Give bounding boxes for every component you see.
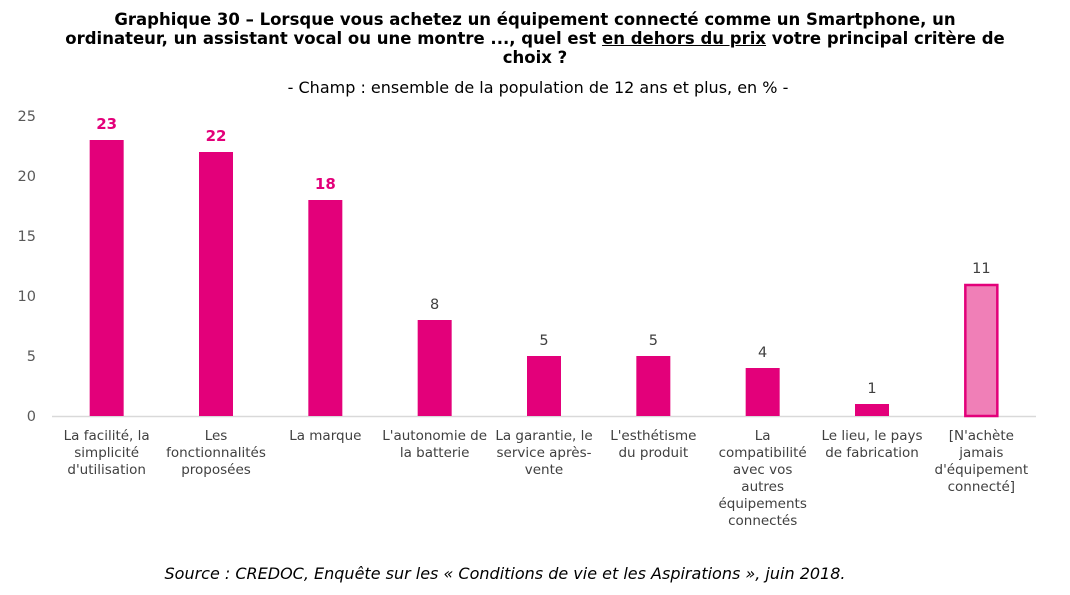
x-tick-label-line: vente [524,462,564,478]
x-tick-label-line: d'utilisation [67,462,146,478]
x-tick-label-line: L'autonomie de [382,428,488,444]
x-tick-label-line: compatibilité [718,445,807,461]
y-tick-label: 15 [18,229,36,245]
chart-subtitle: - Champ : ensemble de la population de 1… [0,78,1070,97]
x-tick-label-line: fonctionnalités [166,445,266,461]
title-line-2a: ordinateur, un assistant vocal ou une mo… [65,29,603,48]
x-tick-label-line: simplicité [74,445,140,461]
x-tick-label-line: [N'achète [948,428,1014,444]
data-label: 8 [430,297,439,313]
title-underlined: en dehors du prix [602,29,767,48]
bar [855,404,889,416]
x-tick-label-line: service après- [496,445,592,461]
x-tick-label: [N'achète jamais d'équipement connecté] [925,428,1037,496]
data-label: 5 [649,333,658,349]
x-tick-label-line: proposées [181,462,251,478]
title-line-2b: votre principal critère de [766,29,1005,48]
bar [964,283,999,418]
data-label: 5 [539,333,548,349]
title-line-3: choix ? [502,48,568,67]
x-tick-label-line: La garantie, le [495,428,593,444]
x-tick-label: Le lieu, le pays de fabrication [816,428,928,462]
x-tick-label: La compatibilité avec vos autres équipements… [707,428,819,530]
x-tick-label-line: connecté] [947,479,1016,495]
x-tick-label: La marque [269,428,381,445]
title-line-1: Graphique 30 – Lorsque vous achetez un é… [114,10,956,29]
bar [636,356,671,416]
bar [745,368,780,416]
source-note: Source : CREDOC, Enquête sur les « Condi… [164,564,846,583]
bar [527,356,561,416]
x-tick-label: Les fonctionnalités proposées [160,428,272,479]
x-tick-label: L'autonomie de la batterie [379,428,491,462]
x-tick-label-line: La marque [289,428,362,444]
x-tick-label-line: de fabrication [825,445,919,461]
x-tick-label-line: La facilité, la [63,428,150,444]
title-line-2: ordinateur, un assistant vocal ou une mo… [0,29,1070,48]
x-tick-label-line: la batterie [399,445,470,461]
bar [417,320,452,416]
bar [308,200,343,416]
chart-title: Graphique 30 – Lorsque vous achetez un é… [0,10,1070,67]
data-label: 22 [206,127,227,145]
y-tick-label: 10 [18,289,36,305]
data-label: 4 [758,345,767,361]
x-tick-label-line: Le lieu, le pays [821,428,923,444]
x-tick-label: La garantie, le service après-vente [488,428,600,479]
y-tick-label: 0 [27,409,36,425]
x-tick-label-line: du produit [618,445,689,461]
x-tick-label-line: jamais [959,445,1004,461]
data-label: 11 [972,261,990,277]
x-tick-label-line: équipements [718,496,807,512]
x-tick-label: L'esthétisme du produit [597,428,709,462]
bar [199,152,233,416]
subtitle-text: - Champ : ensemble de la population de 1… [287,78,789,97]
y-tick-label: 20 [18,169,36,185]
x-tick-label-line: autres [741,479,785,495]
x-tick-label: La facilité, la simplicité d'utilisation [51,428,163,479]
x-tick-label-line: avec vos [732,462,793,478]
data-label: 23 [96,115,117,133]
x-tick-label-line: d'équipement [934,462,1029,478]
x-tick-label-line: La [754,428,771,444]
y-tick-label: 25 [18,109,36,125]
y-tick-label: 5 [27,349,36,365]
x-tick-label-line: connectés [728,513,798,529]
bar [89,140,124,416]
x-tick-label-line: Les [204,428,228,444]
data-label: 18 [315,175,336,193]
data-label: 1 [867,381,876,397]
x-tick-label-line: L'esthétisme [610,428,697,444]
